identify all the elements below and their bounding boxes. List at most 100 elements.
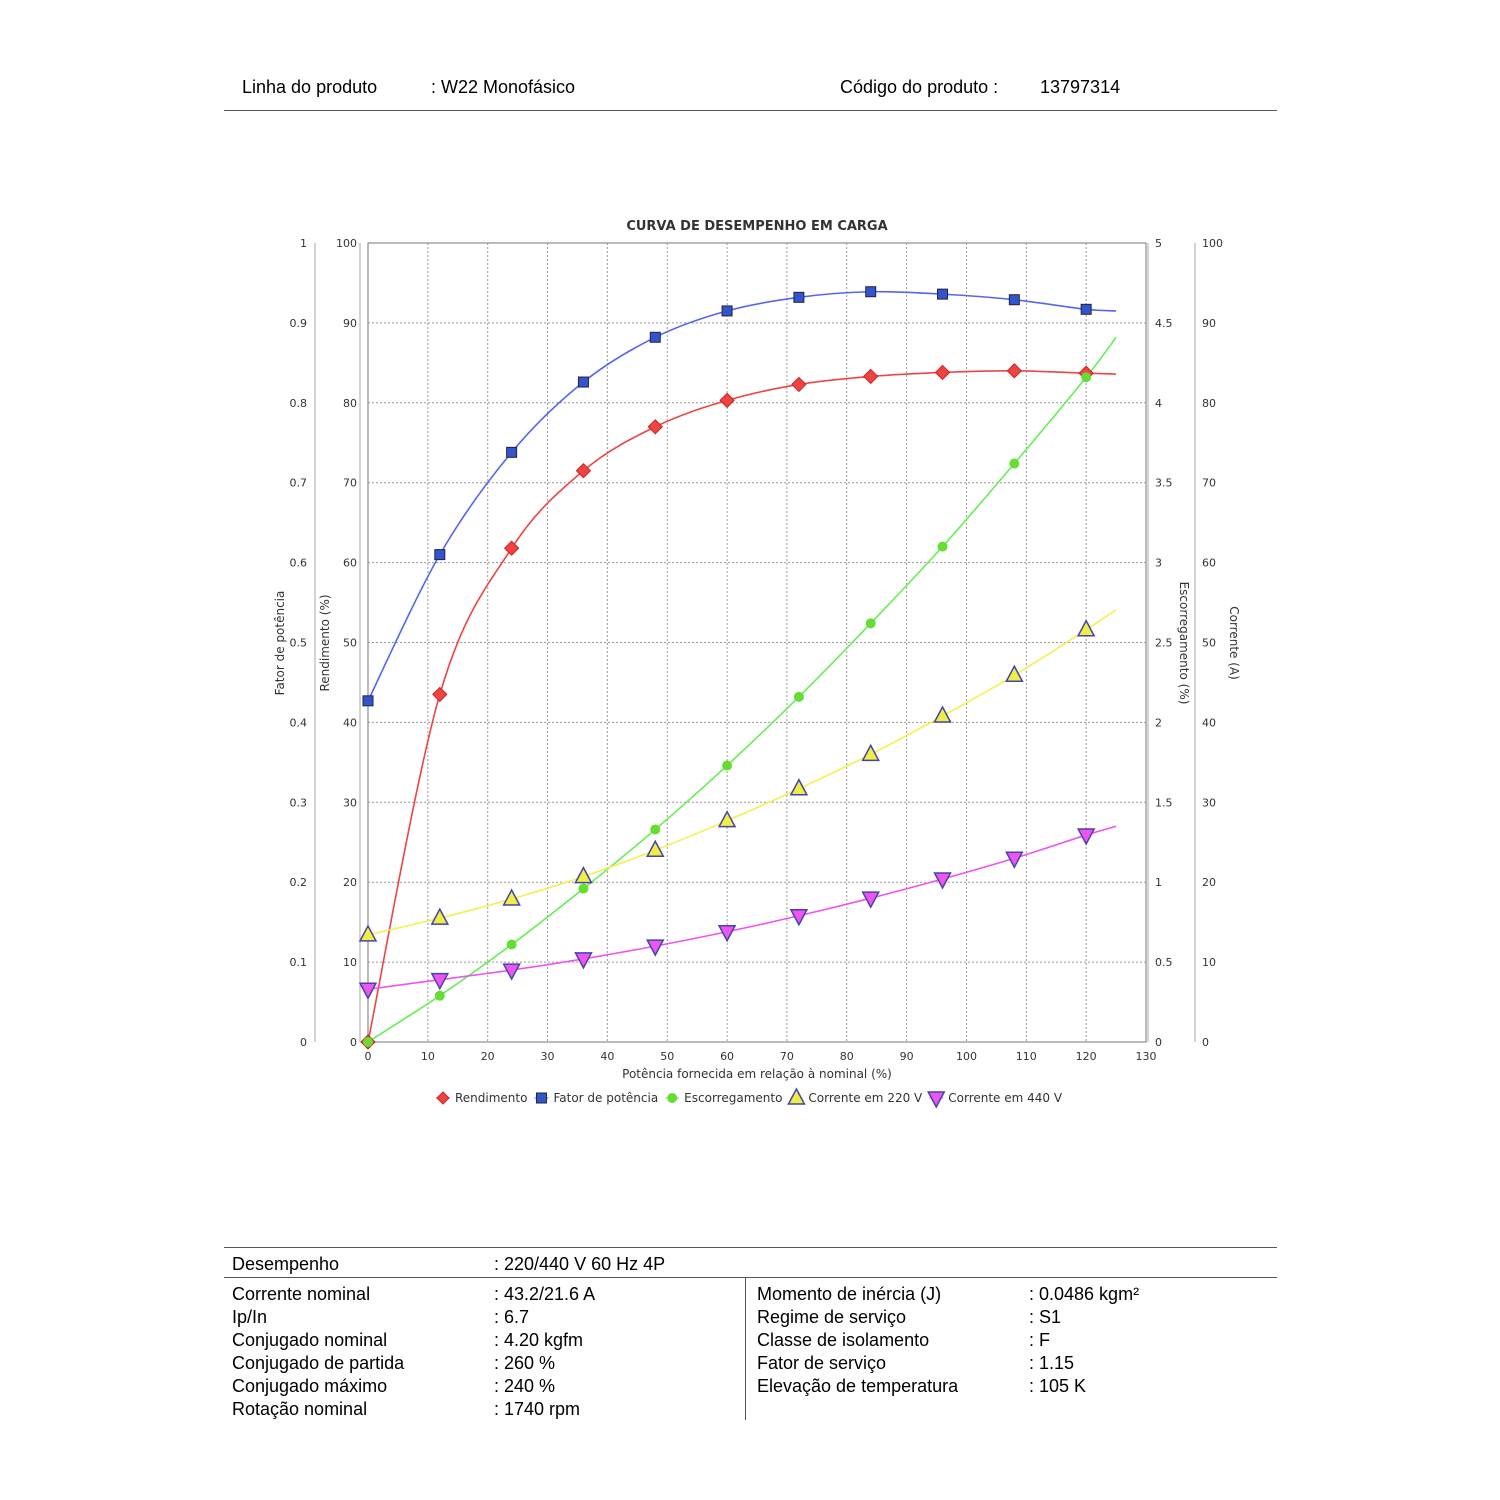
spec-value: : 260 %	[494, 1353, 556, 1373]
x-tick-label: 70	[780, 1050, 794, 1063]
corrente-em-440-v-point	[933, 872, 952, 890]
rendimento-tick-label: 30	[343, 796, 357, 809]
corrente-tick-label: 100	[1202, 237, 1223, 250]
corrente-em-220-v-point	[1005, 664, 1024, 683]
desempenho-value: : 220/440 V 60 Hz 4P	[494, 1254, 666, 1274]
corrente-em-440-v-point	[861, 891, 880, 909]
rendimento-tick-label: 40	[343, 716, 357, 729]
rendimento-tick-label: 10	[343, 956, 357, 969]
spec-label: Conjugado nominal	[232, 1330, 388, 1350]
product-line-value: : W22 Monofásico	[431, 77, 576, 97]
fator-tick-label: 0	[300, 1036, 307, 1049]
rendimento-tick-label: 80	[343, 397, 357, 410]
rendimento-point	[432, 686, 448, 703]
escorregamento-point	[865, 618, 876, 629]
escorregamento-tick-label: 5	[1155, 237, 1162, 250]
x-tick-label: 50	[660, 1050, 674, 1063]
x-tick-label: 60	[720, 1050, 734, 1063]
corrente-em-220-v-point	[933, 705, 952, 723]
rendimento-tick-label: 100	[336, 237, 357, 250]
spec-value: : 0.0486 kgm²	[1029, 1284, 1140, 1304]
escorregamento-point	[937, 541, 948, 552]
corrente-tick-label: 20	[1202, 876, 1216, 889]
chart-title: CURVA DE DESEMPENHO EM CARGA	[626, 219, 887, 234]
legend-corrente-em-440-v-icon	[927, 1091, 946, 1109]
corrente-em-220-v-point	[358, 924, 378, 942]
corrente-em-440-v-point	[1005, 851, 1024, 869]
product-code-label: Código do produto :	[840, 77, 999, 97]
corrente-em-220-v-point	[574, 866, 593, 884]
fator-de-pot-ncia-point	[1080, 303, 1092, 315]
corrente-em-220-v-point	[502, 888, 521, 906]
corrente-em-440-v-point	[358, 982, 378, 1000]
corrente-tick-label: 50	[1202, 637, 1216, 650]
x-tick-label: 120	[1076, 1050, 1097, 1063]
legend-corrente-em-440-v-label: Corrente em 440 V	[948, 1091, 1063, 1105]
rendimento-tick-label: 50	[343, 637, 357, 650]
fator-de-pot-ncia-point	[577, 376, 589, 388]
rendimento-tick-label: 70	[343, 477, 357, 490]
fator-tick-label: 0.7	[290, 477, 308, 490]
legend-corrente-em-220-v-icon	[787, 1087, 806, 1105]
x-tick-label: 80	[840, 1050, 854, 1063]
escorregamento-axis-title: Escorregamento (%)	[1177, 582, 1191, 705]
rendimento-point	[1006, 363, 1023, 379]
rendimento-point	[791, 376, 807, 393]
escorregamento-point	[363, 1037, 373, 1047]
fator-tick-label: 0.5	[290, 637, 308, 650]
escorregamento-tick-label: 2	[1155, 716, 1162, 729]
spec-value: : 1740 rpm	[494, 1399, 581, 1419]
escorregamento-tick-label: 1	[1155, 876, 1162, 889]
specs-top-divider	[224, 1247, 1277, 1248]
rendimento-tick-label: 60	[343, 557, 357, 570]
fator-de-pot-ncia-point	[1008, 294, 1020, 306]
escorregamento-tick-label: 2.5	[1155, 637, 1173, 650]
spec-value: : F	[1029, 1330, 1050, 1350]
x-tick-label: 110	[1016, 1050, 1037, 1063]
corrente-tick-label: 80	[1202, 397, 1216, 410]
fator-de-pot-ncia-point	[434, 549, 446, 561]
corrente-em-440-v-point	[1076, 828, 1096, 846]
spec-value: : 1.15	[1029, 1353, 1075, 1373]
escorregamento-point	[506, 939, 517, 950]
corrente-em-220-v-point	[861, 743, 880, 762]
fator-tick-label: 0.2	[290, 876, 308, 889]
x-tick-label: 130	[1136, 1050, 1157, 1063]
escorregamento-point	[650, 824, 661, 835]
legend-rendimento-label: Rendimento	[455, 1091, 527, 1105]
rendimento-axis-title: Rendimento (%)	[318, 594, 332, 691]
fator-de-pot-ncia-point	[721, 305, 733, 317]
corrente-tick-label: 10	[1202, 956, 1216, 969]
product-code-value: 13797314	[1040, 77, 1121, 97]
specs-mid-divider	[224, 1277, 1277, 1278]
spec-label: Corrente nominal	[232, 1284, 371, 1304]
corrente-em-440-v-point	[717, 924, 737, 943]
spec-label: Conjugado máximo	[232, 1376, 388, 1396]
fator-tick-label: 0.1	[290, 956, 308, 969]
legend-escorregamento-label: Escorregamento	[684, 1091, 782, 1105]
legend-escorregamento-icon	[667, 1093, 678, 1103]
legend-rendimento-icon	[436, 1091, 450, 1105]
fator-de-pot-ncia-point	[362, 695, 374, 707]
corrente-em-220-v-point	[646, 839, 665, 857]
fator-de-pot-ncia-point	[937, 288, 949, 300]
escorregamento-tick-label: 1.5	[1155, 796, 1173, 809]
fator-tick-label: 1	[300, 237, 307, 250]
rendimento-point	[503, 540, 520, 556]
specs-column-divider	[745, 1277, 746, 1420]
escorregamento-point	[722, 760, 733, 771]
x-tick-label: 0	[365, 1050, 372, 1063]
corrente-tick-label: 60	[1202, 557, 1216, 570]
escorregamento-point	[578, 883, 589, 894]
escorregamento-tick-label: 4	[1155, 397, 1162, 410]
rendimento-point	[934, 364, 951, 381]
escorregamento-point	[793, 691, 804, 702]
spec-label: Ip/In	[232, 1307, 268, 1327]
spec-value: : 240 %	[494, 1376, 556, 1396]
spec-label: Conjugado de partida	[232, 1353, 405, 1373]
legend-fator-de-pot-ncia-icon	[535, 1092, 547, 1104]
x-tick-label: 100	[956, 1050, 977, 1063]
rendimento-tick-label: 0	[350, 1036, 357, 1049]
